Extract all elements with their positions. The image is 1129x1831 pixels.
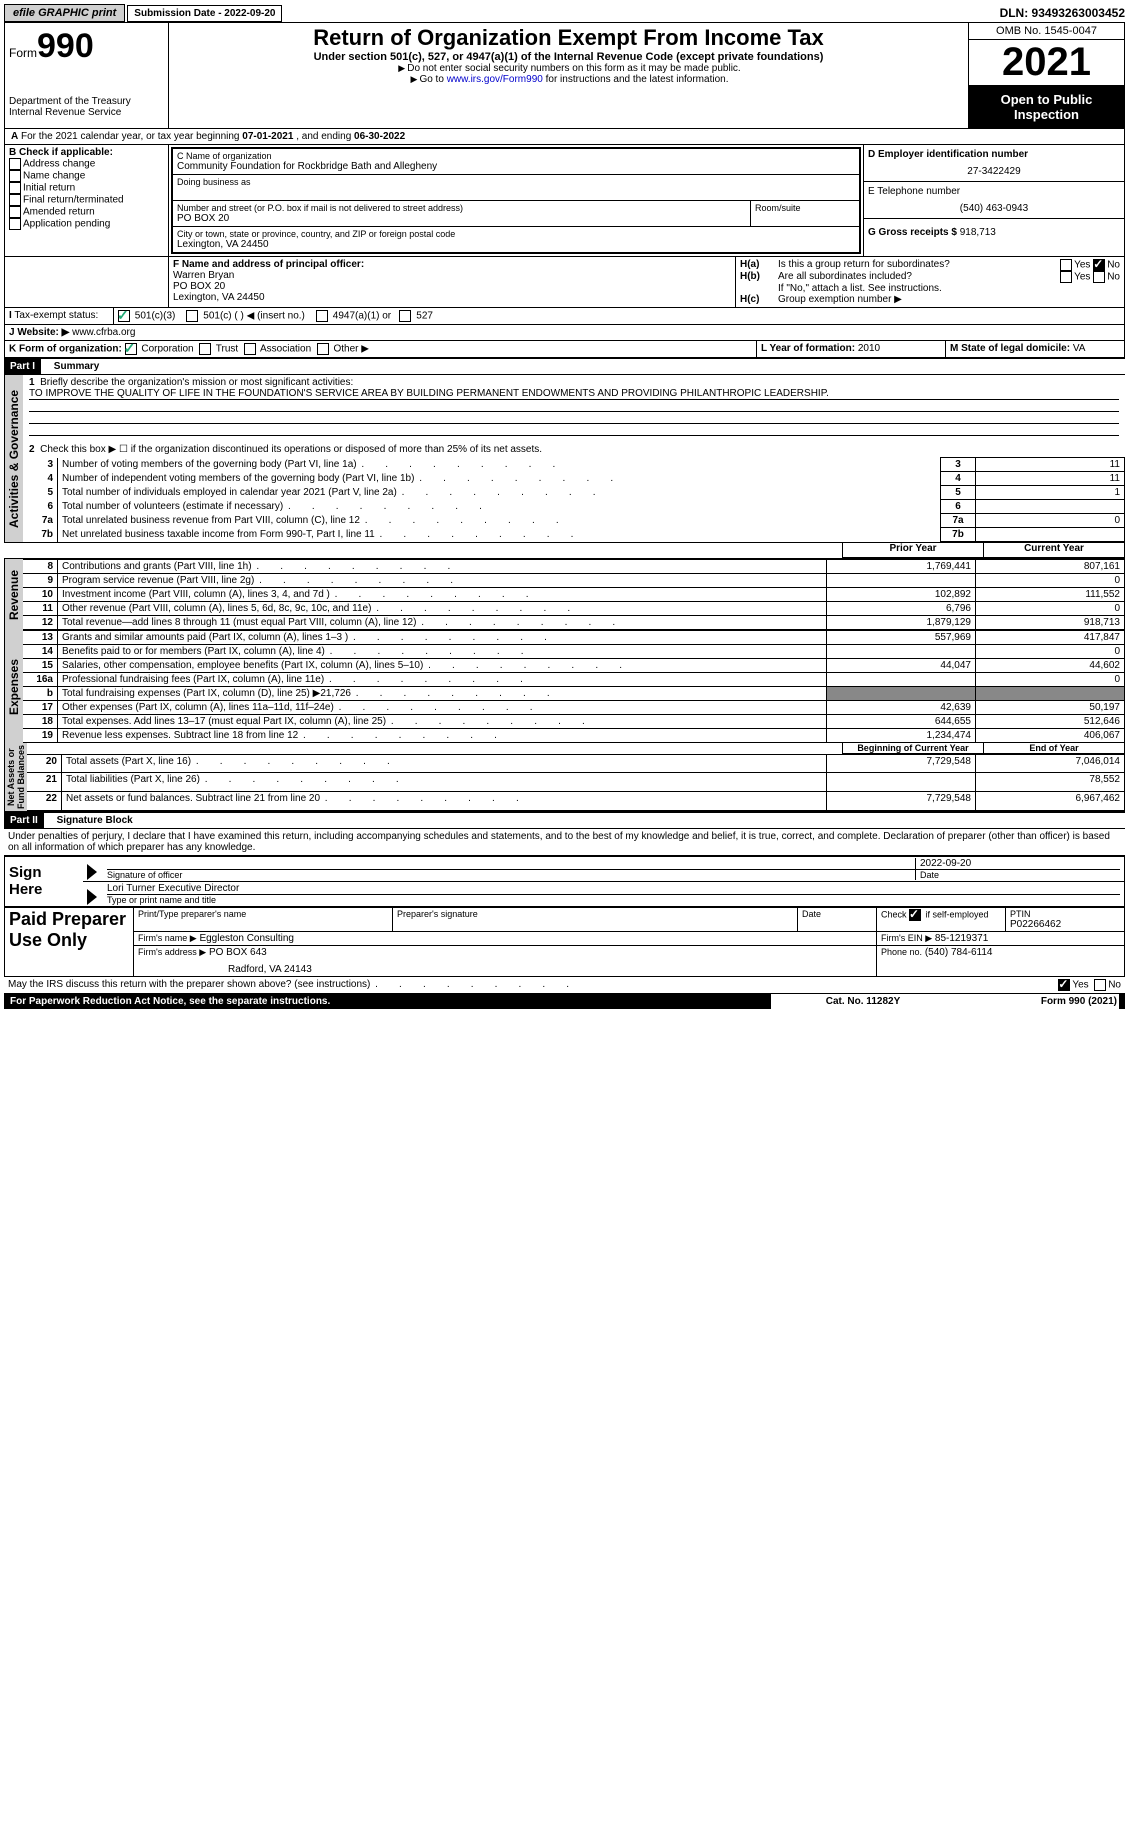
tab-revenue: Revenue xyxy=(4,559,23,630)
top-bar: efile GRAPHIC print Submission Date - 20… xyxy=(4,4,1125,22)
discuss-line: May the IRS discuss this return with the… xyxy=(4,977,1125,994)
mission-text: TO IMPROVE THE QUALITY OF LIFE IN THE FO… xyxy=(29,388,1119,400)
box-deg: D Employer identification number 27-3422… xyxy=(864,145,1124,256)
org-name: Community Foundation for Rockbridge Bath… xyxy=(177,161,855,172)
officer-block: F Name and address of principal officer:… xyxy=(4,257,1125,308)
line-klm: K Form of organization: Corporation Trus… xyxy=(4,341,1125,358)
prior-current-header: x Prior Year Current Year xyxy=(4,543,1125,559)
form-header: Form990 Department of the Treasury Inter… xyxy=(4,22,1125,129)
entity-block: B Check if applicable: Address change Na… xyxy=(4,145,1125,257)
part1-body: Activities & Governance 1 Briefly descri… xyxy=(4,375,1125,543)
form-number: Form990 xyxy=(9,27,164,66)
line-a-tax-year: A For the 2021 calendar year, or tax yea… xyxy=(4,129,1125,145)
footer: For Paperwork Reduction Act Notice, see … xyxy=(4,994,1125,1009)
tab-net-assets: Net Assets orFund Balances xyxy=(4,743,27,811)
net-header: Net Assets orFund Balances Beginning of … xyxy=(4,743,1125,812)
org-address: PO BOX 20 xyxy=(177,213,746,224)
line-j: J Website: ▶ www.cfrba.org xyxy=(4,325,1125,341)
irs-label: Internal Revenue Service xyxy=(9,107,164,118)
open-to-public: Open to Public Inspection xyxy=(969,86,1124,128)
sig-arrow-icon xyxy=(87,889,97,905)
revenue-section: Revenue 8Contributions and grants (Part … xyxy=(4,559,1125,630)
part2-header: Part II Signature Block xyxy=(4,812,1125,829)
note-ssn: Do not enter social security numbers on … xyxy=(171,63,966,74)
perjury-declaration: Under penalties of perjury, I declare th… xyxy=(4,829,1125,856)
dln: DLN: 93493263003452 xyxy=(1000,6,1125,20)
telephone: (540) 463-0943 xyxy=(868,197,1120,214)
note-link: Go to www.irs.gov/Form990 for instructio… xyxy=(171,74,966,85)
org-city: Lexington, VA 24450 xyxy=(177,239,855,250)
form-subtitle: Under section 501(c), 527, or 4947(a)(1)… xyxy=(171,51,966,63)
signature-table: Sign Here 2022-09-20 Signature of office… xyxy=(4,856,1125,907)
tab-expenses: Expenses xyxy=(4,630,23,743)
omb-number: OMB No. 1545-0047 xyxy=(969,23,1124,40)
form-title: Return of Organization Exempt From Incom… xyxy=(171,25,966,51)
ein: 27-3422429 xyxy=(868,160,1120,177)
expenses-section: Expenses 13Grants and similar amounts pa… xyxy=(4,630,1125,743)
gross-receipts: 918,713 xyxy=(960,227,996,238)
tab-activities: Activities & Governance xyxy=(4,375,23,542)
box-c: C Name of organization Community Foundat… xyxy=(169,145,864,256)
irs-link[interactable]: www.irs.gov/Form990 xyxy=(447,74,543,85)
website: www.cfrba.org xyxy=(72,327,135,338)
sig-arrow-icon xyxy=(87,864,97,880)
submission-date: Submission Date - 2022-09-20 xyxy=(127,5,282,22)
box-b: B Check if applicable: Address change Na… xyxy=(5,145,169,256)
tax-year: 2021 xyxy=(969,40,1124,86)
part1-header: Part I Summary xyxy=(4,358,1125,375)
preparer-table: Paid Preparer Use Only Print/Type prepar… xyxy=(4,907,1125,977)
dept-treasury: Department of the Treasury xyxy=(9,96,164,107)
efile-print-button[interactable]: efile GRAPHIC print xyxy=(4,4,125,22)
line-i: I Tax-exempt status: 501(c)(3) 501(c) ( … xyxy=(4,308,1125,325)
